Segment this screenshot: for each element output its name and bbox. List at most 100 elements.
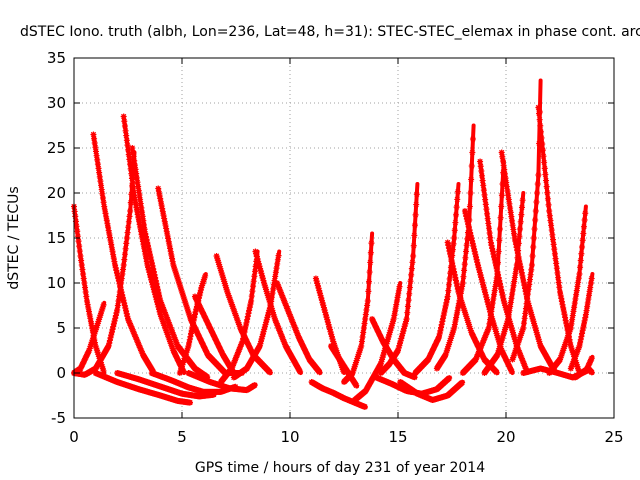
data-point	[129, 145, 136, 151]
data-point	[488, 308, 495, 315]
data-point	[491, 322, 498, 329]
data-point	[496, 280, 503, 287]
data-point	[108, 329, 115, 336]
data-point	[293, 329, 300, 336]
data-point	[501, 326, 508, 333]
data-point	[147, 271, 154, 278]
data-point	[498, 203, 505, 210]
data-point	[474, 262, 481, 268]
data-point	[460, 273, 467, 280]
data-point	[499, 153, 506, 160]
data-point	[80, 275, 87, 282]
data-point	[477, 271, 484, 278]
data-point	[478, 168, 485, 175]
data-point	[477, 163, 484, 170]
data-point	[156, 292, 163, 299]
data-point	[456, 293, 463, 300]
data-point	[440, 312, 447, 319]
data-point	[169, 255, 176, 262]
data-point	[155, 304, 162, 311]
data-point	[445, 343, 452, 350]
data-point	[237, 343, 244, 350]
data-point	[533, 327, 540, 334]
data-point	[154, 283, 161, 290]
data-point	[501, 300, 508, 307]
data-point	[156, 309, 163, 316]
data-point	[80, 271, 87, 277]
data-point	[560, 347, 567, 354]
data-point	[450, 265, 457, 272]
data-point	[163, 329, 170, 336]
data-point	[123, 240, 130, 247]
data-point	[492, 326, 499, 333]
data-point	[499, 292, 506, 299]
data-point	[503, 179, 510, 186]
data-point	[493, 279, 500, 286]
data-point	[401, 323, 408, 330]
data-point	[395, 287, 402, 294]
data-point	[263, 319, 270, 326]
data-point	[134, 208, 141, 214]
data-point	[125, 316, 131, 322]
data-point	[180, 359, 187, 366]
data-point	[118, 289, 125, 295]
data-point	[510, 331, 517, 338]
data-point	[182, 353, 189, 360]
data-point	[188, 330, 195, 337]
data-point	[577, 257, 584, 264]
data-point	[199, 280, 206, 287]
data-point	[556, 284, 563, 291]
data-point	[152, 274, 159, 281]
data-point	[340, 368, 347, 375]
data-point	[501, 328, 508, 335]
data-point	[547, 217, 554, 224]
data-point	[538, 134, 545, 141]
data-point	[175, 278, 182, 284]
data-point	[528, 266, 535, 273]
data-point	[464, 218, 471, 225]
data-point	[124, 313, 131, 320]
data-point	[98, 186, 105, 193]
data-point	[528, 311, 535, 318]
data-point	[496, 343, 503, 350]
data-point	[485, 326, 492, 333]
data-point	[278, 291, 285, 298]
data-point	[467, 190, 474, 196]
data-point	[512, 349, 519, 356]
data-point	[125, 218, 132, 225]
data-point	[327, 328, 334, 335]
data-point	[498, 337, 505, 344]
data-point	[100, 199, 107, 206]
data-point	[463, 213, 470, 220]
data-point	[281, 299, 288, 306]
data-point	[455, 304, 462, 311]
data-point	[190, 317, 197, 324]
data-point	[272, 273, 279, 280]
data-point	[138, 204, 145, 211]
data-point	[146, 269, 153, 276]
data-point	[315, 285, 322, 292]
data-point	[524, 295, 531, 302]
data-point	[236, 321, 243, 328]
data-point	[81, 280, 88, 286]
data-point	[112, 262, 119, 268]
data-point	[198, 284, 205, 291]
data-point	[459, 301, 466, 308]
data-point	[230, 368, 237, 375]
data-series	[459, 159, 507, 376]
data-point	[475, 350, 482, 357]
data-point	[569, 347, 576, 354]
data-point	[444, 296, 451, 303]
data-series	[481, 191, 526, 376]
data-point	[396, 283, 403, 290]
data-point	[289, 319, 296, 326]
data-point	[446, 339, 453, 346]
data-point	[153, 296, 160, 303]
data-point	[142, 233, 149, 240]
x-tick-label: 25	[604, 428, 623, 446]
data-point	[238, 340, 245, 347]
data-point	[123, 132, 130, 139]
data-point	[156, 295, 163, 302]
data-point	[236, 346, 243, 353]
data-point	[275, 325, 282, 332]
